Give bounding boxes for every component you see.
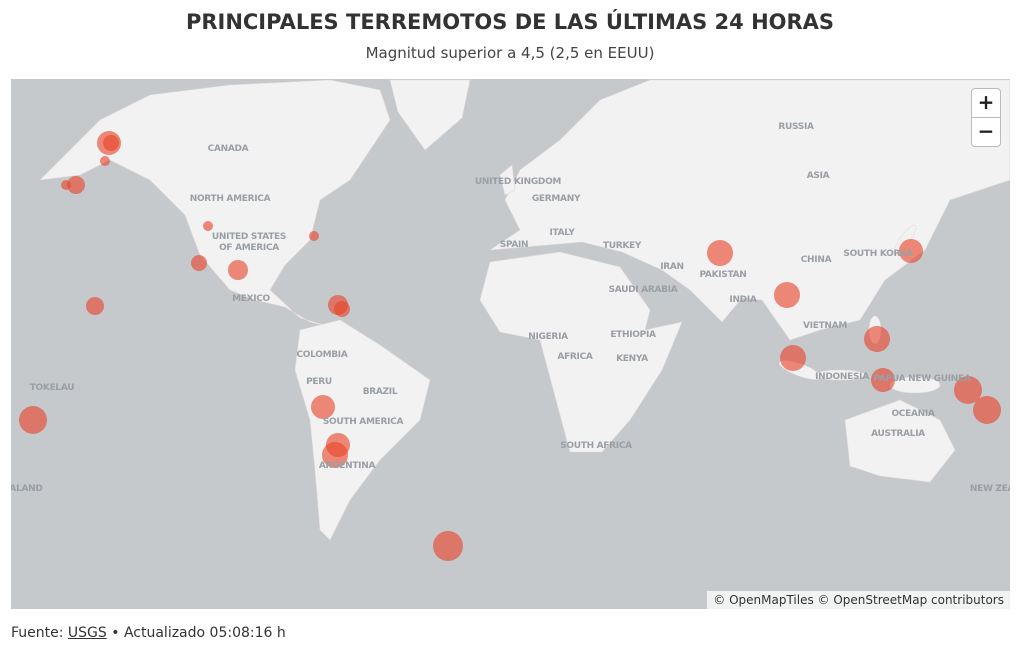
- place-label: GERMANY: [532, 194, 581, 204]
- quakes: [19, 131, 1001, 561]
- place-label: KENYA: [616, 354, 648, 364]
- quake[interactable]: [322, 442, 348, 468]
- quake[interactable]: [871, 368, 895, 392]
- place-label: NEW ZEA: [970, 484, 1010, 494]
- place-label: ALAND: [11, 484, 43, 494]
- quake[interactable]: [309, 231, 319, 241]
- place-label: INDIA: [729, 295, 757, 305]
- place-label: NORTH AMERICA: [190, 194, 271, 204]
- place-label: PAKISTAN: [699, 270, 746, 280]
- place-label: CANADA: [208, 144, 249, 154]
- title: PRINCIPALES TERREMOTOS DE LAS ÚLTIMAS 24…: [185, 10, 835, 34]
- place-label: SOUTH AFRICA: [560, 441, 632, 451]
- zoom-out-button[interactable]: −: [971, 117, 1001, 147]
- place-label: CHINA: [801, 255, 832, 265]
- attribution: © OpenMapTiles © OpenStreetMap contribut…: [707, 591, 1010, 609]
- place-label: PAPUA NEW GUINEA: [873, 374, 970, 384]
- land: [39, 79, 1010, 541]
- place-label: ETHIOPIA: [610, 330, 656, 340]
- quake[interactable]: [954, 376, 982, 404]
- place-label: SOUTH AMERICA: [323, 417, 404, 427]
- place-label: SAUDI ARABIA: [609, 285, 678, 295]
- place-label: MEXICO: [232, 294, 270, 304]
- place-label: OCEANIA: [891, 409, 934, 419]
- place-labels: RUSSIA CANADA NORTH AMERICA UNITED STATE…: [11, 122, 1010, 494]
- quake[interactable]: [191, 255, 207, 271]
- quake[interactable]: [780, 345, 806, 371]
- quake[interactable]: [707, 240, 733, 266]
- quake[interactable]: [774, 282, 800, 308]
- zoom-in-button[interactable]: +: [971, 88, 1001, 118]
- quake[interactable]: [864, 326, 890, 352]
- quake[interactable]: [19, 406, 47, 434]
- place-label: SOUTH KOREA: [843, 249, 913, 259]
- source-link[interactable]: USGS: [67, 625, 107, 641]
- place-label: NIGERIA: [528, 332, 568, 342]
- place-label: ASIA: [807, 171, 830, 181]
- place-label: COLOMBIA: [296, 350, 347, 360]
- updated-time: • Actualizado 05:08:16 h: [111, 625, 286, 641]
- map-canvas: RUSSIA CANADA NORTH AMERICA UNITED STATE…: [11, 79, 1010, 609]
- place-label: ITALY: [549, 228, 575, 238]
- place-label: INDONESIA: [815, 372, 869, 382]
- quake[interactable]: [433, 531, 463, 561]
- place-label: TOKELAU: [30, 383, 75, 393]
- quake[interactable]: [973, 396, 1001, 424]
- map[interactable]: RUSSIA CANADA NORTH AMERICA UNITED STATE…: [11, 79, 1010, 609]
- quake[interactable]: [899, 239, 923, 263]
- place-label: IRAN: [660, 262, 684, 272]
- quake[interactable]: [334, 301, 350, 317]
- place-label: AUSTRALIA: [871, 429, 925, 439]
- place-label: VIETNAM: [803, 321, 847, 331]
- place-label: OF AMERICA: [219, 243, 279, 253]
- quake[interactable]: [311, 395, 335, 419]
- place-label: SPAIN: [500, 240, 529, 250]
- place-label: UNITED KINGDOM: [475, 177, 562, 187]
- quake[interactable]: [100, 156, 110, 166]
- place-label: TURKEY: [603, 241, 642, 251]
- source-prefix: Fuente:: [11, 625, 64, 641]
- place-label: PERU: [306, 377, 332, 387]
- place-label: AFRICA: [557, 352, 592, 362]
- subtitle: Magnitud superior a 4,5 (2,5 en EEUU): [365, 44, 655, 62]
- place-label: RUSSIA: [778, 122, 814, 132]
- quake[interactable]: [228, 260, 248, 280]
- quake[interactable]: [61, 180, 71, 190]
- place-label: ARGENTINA: [319, 461, 376, 471]
- quake[interactable]: [103, 135, 119, 151]
- quake[interactable]: [203, 221, 213, 231]
- quake[interactable]: [67, 176, 85, 194]
- place-label: UNITED STATES: [212, 232, 286, 242]
- quake[interactable]: [86, 297, 104, 315]
- footer: Fuente: USGS • Actualizado 05:08:16 h: [11, 625, 286, 641]
- place-label: BRAZIL: [363, 387, 398, 397]
